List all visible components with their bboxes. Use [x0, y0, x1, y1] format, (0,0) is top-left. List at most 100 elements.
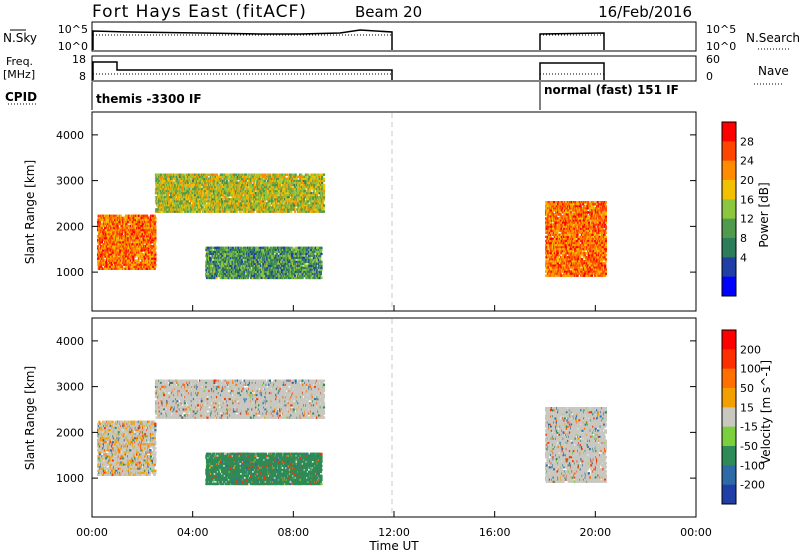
- echo-cell: [286, 178, 288, 180]
- echo-cell: [176, 174, 178, 176]
- echo-cell: [245, 174, 247, 176]
- echo-cell: [317, 210, 319, 212]
- nsky-label: N.Sky: [3, 31, 37, 45]
- echo-cell: [168, 192, 170, 194]
- freq-label: Freq.: [6, 55, 33, 68]
- echo-cell: [308, 210, 310, 212]
- echo-cell: [155, 210, 157, 212]
- echo-cell: [162, 180, 164, 182]
- echo-cell: [323, 204, 325, 206]
- echo-cell: [216, 174, 218, 176]
- echo-cell: [97, 257, 99, 259]
- echo-cell: [241, 210, 243, 212]
- echo-cell: [167, 194, 169, 196]
- cpid-segment-1: themis -3300 IF: [96, 92, 202, 106]
- echo-cell: [227, 176, 229, 178]
- nsky-trace: [93, 30, 604, 50]
- echo-cell: [304, 194, 306, 196]
- echo-cell: [283, 210, 285, 212]
- beam-label: Beam 20: [355, 3, 422, 21]
- echo-cell: [286, 174, 288, 176]
- echo-cell: [210, 210, 212, 212]
- echo-cell: [196, 210, 198, 212]
- echo-cell: [171, 200, 173, 202]
- echo-cell: [242, 196, 244, 198]
- echo-cell: [237, 188, 239, 190]
- cpid-label: CPID: [5, 90, 37, 104]
- echo-cell: [323, 184, 325, 186]
- echo-cell: [222, 210, 224, 212]
- echo-cell: [282, 200, 284, 202]
- echo-cell: [187, 210, 189, 212]
- echo-cell: [310, 192, 312, 194]
- cpid-segment-2: normal (fast) 151 IF: [544, 83, 679, 97]
- echo-cell: [207, 178, 209, 180]
- echo-cell: [222, 194, 224, 196]
- freq-unit: [MHz]: [3, 68, 35, 81]
- nave-tick-bottom: 0: [706, 70, 713, 83]
- freq-tick-bottom: 8: [79, 70, 86, 83]
- echo-cell: [181, 210, 183, 212]
- echo-cell: [293, 206, 295, 208]
- echo-cell: [300, 210, 302, 212]
- echo-cell: [300, 174, 302, 176]
- echo-cell: [323, 206, 325, 208]
- echo-cell: [166, 210, 168, 212]
- echo-cell: [199, 210, 201, 212]
- echo-cell: [319, 190, 321, 192]
- echo-cell: [251, 210, 253, 212]
- echo-cell: [269, 204, 271, 206]
- echo-cell: [323, 210, 325, 212]
- echo-cell: [253, 180, 255, 182]
- nsky-tick-bottom: 10^0: [58, 40, 88, 53]
- echo-cell: [308, 194, 310, 196]
- echo-cell: [269, 174, 271, 176]
- nave-label: Nave: [758, 64, 789, 78]
- echo-cell: [159, 210, 161, 212]
- echo-cell: [219, 210, 221, 212]
- echo-cell: [248, 178, 250, 180]
- freq-trace: [93, 62, 604, 80]
- echo-cell: [193, 210, 195, 212]
- echo-cell: [248, 174, 250, 176]
- echo-cell: [154, 264, 156, 266]
- echo-cell: [100, 264, 102, 266]
- echo-cell: [277, 204, 279, 206]
- date-label: 16/Feb/2016: [598, 3, 692, 21]
- echo-cell: [154, 227, 156, 229]
- echo-cell: [213, 174, 215, 176]
- echo-cell: [210, 190, 212, 192]
- nsearch-label: N.Search: [746, 31, 800, 45]
- echo-cell: [144, 249, 146, 251]
- echo-cell: [220, 174, 222, 176]
- echo-cell: [229, 174, 231, 176]
- echo-cell: [198, 206, 200, 208]
- nsearch-tick-bottom: 10^0: [706, 40, 736, 53]
- echo-cell: [194, 174, 196, 176]
- echo-cell: [252, 210, 254, 212]
- echo-cell: [264, 174, 266, 176]
- nsearch-tick-top: 10^5: [706, 23, 736, 36]
- echo-cell: [295, 174, 297, 176]
- station-title: Fort Hays East (fitACF): [92, 2, 307, 22]
- echo-cell: [323, 194, 325, 196]
- echo-cell: [203, 174, 205, 176]
- echo-cell: [294, 210, 296, 212]
- echo-cell: [154, 245, 156, 247]
- echo-cell: [181, 190, 183, 192]
- cpid-bar: CPID themis -3300 IF normal (fast) 151 I…: [5, 82, 679, 110]
- echo-cell: [154, 233, 156, 235]
- echo-cell: [230, 180, 232, 182]
- echo-cell: [154, 251, 156, 253]
- echo-cell: [323, 198, 325, 200]
- echo-cell: [274, 210, 276, 212]
- echo-cell: [267, 174, 269, 176]
- nsky-panel: N.Sky 10^5 10^0 10^5 10^0 N.Search: [3, 22, 800, 53]
- echo-cell: [113, 255, 115, 257]
- freq-panel: Freq. [MHz] 18 8 60 0 Nave: [3, 53, 789, 84]
- echo-cell: [319, 210, 321, 212]
- echo-cell: [154, 225, 156, 227]
- echo-cell: [289, 174, 291, 176]
